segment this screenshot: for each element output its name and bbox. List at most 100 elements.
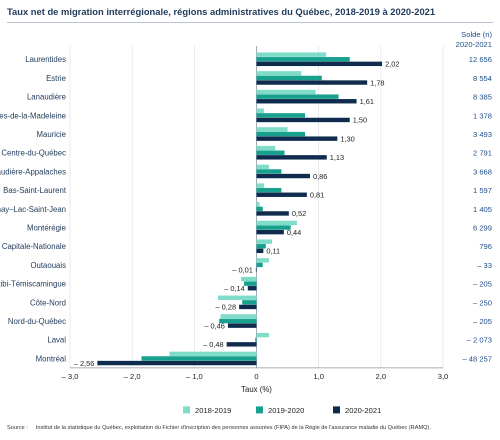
bar-2019-2020-15 bbox=[255, 337, 257, 342]
value-label-10: 0,11 bbox=[266, 247, 280, 256]
title-divider bbox=[7, 22, 493, 23]
solde-value-1: 8 554 bbox=[473, 74, 492, 83]
value-label-13: – 0,28 bbox=[216, 303, 237, 312]
bar-2018-2019-3 bbox=[256, 108, 264, 113]
solde-value-8: 1 405 bbox=[473, 205, 492, 214]
bar-2018-2019-14 bbox=[220, 314, 257, 319]
bar-2019-2020-8 bbox=[256, 206, 263, 212]
category-label-7: Bas-Saint-Laurent bbox=[3, 186, 67, 195]
x-tick-label-6: 3,0 bbox=[438, 372, 449, 381]
bar-2020-2021-0 bbox=[256, 61, 383, 67]
bar-2018-2019-10 bbox=[256, 239, 273, 244]
bar-2018-2019-13 bbox=[217, 295, 257, 300]
value-label-6: 0,86 bbox=[313, 172, 327, 181]
bar-2019-2020-4 bbox=[256, 131, 305, 137]
value-label-1: 1,78 bbox=[370, 78, 384, 87]
bar-2020-2021-15 bbox=[226, 342, 257, 347]
source-label: Source : bbox=[7, 425, 28, 431]
bar-2020-2021-2 bbox=[256, 99, 357, 104]
bar-2020-2021-7 bbox=[256, 192, 307, 197]
bar-2020-2021-16 bbox=[97, 360, 257, 366]
bar-2020-2021-13 bbox=[239, 304, 257, 310]
bar-2019-2020-10 bbox=[256, 244, 266, 249]
solde-value-11: – 33 bbox=[477, 261, 492, 270]
bar-chart: Laurentides 2,02 12 656 Estrie 1,78 8 554 Lana… bbox=[0, 46, 492, 415]
value-label-15: – 0,48 bbox=[203, 340, 224, 349]
category-label-1: Estrie bbox=[46, 74, 66, 83]
solde-value-13: – 250 bbox=[473, 298, 492, 307]
value-label-2: 1,61 bbox=[360, 97, 374, 106]
legend-label-2018-2019: 2018-2019 bbox=[195, 406, 231, 415]
category-label-10: Capitale-Nationale bbox=[2, 242, 66, 251]
bar-2018-2019-12 bbox=[240, 276, 257, 282]
bar-2020-2021-3 bbox=[256, 117, 350, 123]
bar-2018-2019-5 bbox=[256, 145, 276, 151]
x-tick-label-2: – 1,0 bbox=[186, 372, 203, 381]
solde-value-9: 6 299 bbox=[473, 223, 492, 232]
bar-2019-2020-5 bbox=[256, 150, 285, 155]
bar-2019-2020-0 bbox=[256, 57, 350, 62]
chart-title: Taux net de migration interrégionale, ré… bbox=[7, 6, 436, 17]
category-label-9: Montérégie bbox=[27, 223, 66, 232]
solde-value-2: 8 385 bbox=[473, 93, 492, 102]
solde-value-14: – 205 bbox=[473, 317, 492, 326]
x-tick-label-5: 2,0 bbox=[376, 372, 387, 381]
legend-swatch-2019-2020 bbox=[256, 406, 263, 414]
category-label-8: Saguenay–Lac-Saint-Jean bbox=[0, 205, 66, 214]
solde-value-4: 3 493 bbox=[473, 130, 492, 139]
category-label-14: Nord-du-Québec bbox=[8, 317, 66, 326]
bar-2019-2020-2 bbox=[256, 94, 339, 99]
value-label-3: 1,50 bbox=[353, 116, 367, 125]
solde-value-0: 12 656 bbox=[469, 55, 492, 64]
bar-2018-2019-15 bbox=[256, 332, 269, 338]
value-label-16: – 2,56 bbox=[74, 359, 95, 368]
bar-2019-2020-7 bbox=[256, 187, 282, 193]
solde-value-3: 1 378 bbox=[473, 111, 492, 120]
bar-2018-2019-16 bbox=[169, 351, 257, 357]
bar-2020-2021-5 bbox=[256, 155, 327, 160]
bar-2018-2019-8 bbox=[256, 202, 260, 207]
category-label-12: Abitibi-Témiscamingue bbox=[0, 280, 66, 289]
solde-header-line2: 2020-2021 bbox=[455, 40, 492, 49]
solde-value-12: – 205 bbox=[473, 280, 492, 289]
bar-2019-2020-3 bbox=[256, 113, 305, 118]
bar-2019-2020-14 bbox=[219, 318, 257, 324]
solde-value-15: – 2 073 bbox=[467, 336, 492, 345]
value-label-11: – 0,01 bbox=[232, 265, 253, 274]
bar-2019-2020-6 bbox=[256, 169, 282, 174]
bar-2020-2021-11 bbox=[255, 267, 257, 272]
bar-2020-2021-14 bbox=[227, 323, 257, 328]
value-label-9: 0,44 bbox=[287, 228, 301, 237]
category-label-6: Chaudière-Appalaches bbox=[0, 167, 66, 176]
value-label-4: 1,30 bbox=[340, 134, 354, 143]
bar-2018-2019-0 bbox=[256, 52, 327, 57]
legend-swatch-2020-2021 bbox=[333, 406, 340, 414]
bar-2019-2020-9 bbox=[256, 225, 291, 230]
category-label-13: Côte-Nord bbox=[30, 298, 66, 307]
bar-2019-2020-12 bbox=[244, 281, 257, 286]
legend-label-2020-2021: 2020-2021 bbox=[345, 406, 381, 415]
x-tick-label-0: – 3,0 bbox=[62, 372, 79, 381]
bar-2019-2020-16 bbox=[141, 356, 257, 361]
bar-2018-2019-2 bbox=[256, 89, 316, 95]
value-label-14: – 0,46 bbox=[204, 321, 225, 330]
bar-2019-2020-1 bbox=[256, 75, 322, 81]
source-text: Institut de la statistique du Québec, ex… bbox=[35, 425, 431, 431]
source-note: Source : Institut de la statistique du Qu… bbox=[7, 425, 431, 431]
category-label-15: Laval bbox=[47, 336, 66, 345]
x-tick-label-1: – 2,0 bbox=[124, 372, 141, 381]
bar-2020-2021-10 bbox=[256, 248, 264, 254]
x-tick-label-3: 0 bbox=[254, 372, 258, 381]
value-label-8: 0,52 bbox=[292, 209, 306, 218]
category-label-11: Outaouais bbox=[30, 261, 66, 270]
bar-2018-2019-6 bbox=[256, 164, 269, 170]
solde-value-5: 2 791 bbox=[473, 149, 492, 158]
solde-value-6: 3 668 bbox=[473, 167, 492, 176]
category-label-16: Montréal bbox=[36, 354, 67, 363]
solde-value-10: 796 bbox=[479, 242, 492, 251]
bar-2018-2019-11 bbox=[256, 258, 269, 263]
value-label-5: 1,13 bbox=[330, 153, 344, 162]
category-label-2: Lanaudière bbox=[27, 93, 66, 102]
value-label-7: 0,81 bbox=[310, 190, 324, 199]
solde-header: Solde (n) 2020-2021 bbox=[432, 30, 492, 50]
